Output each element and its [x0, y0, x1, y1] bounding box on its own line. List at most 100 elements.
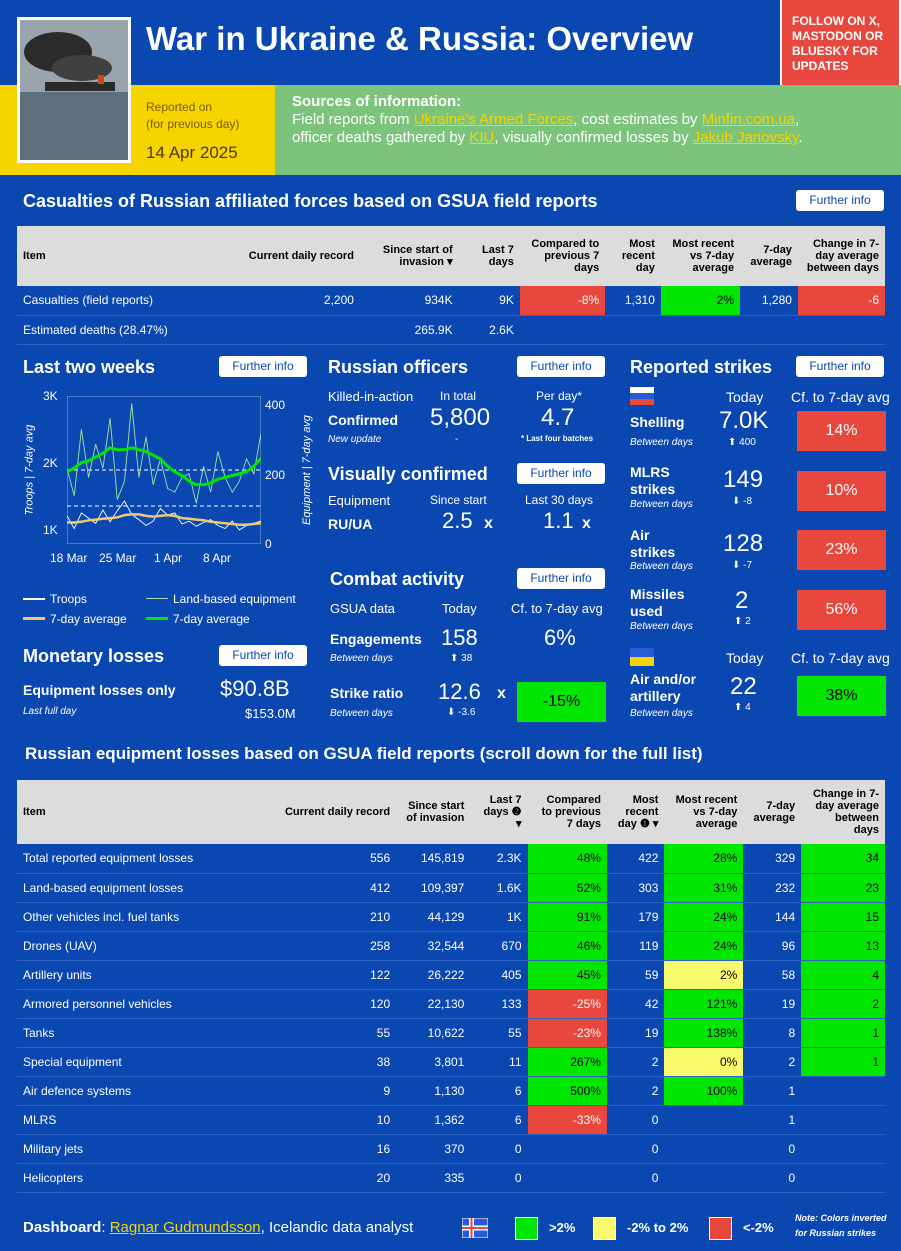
- ytick-2k: 2K: [43, 456, 58, 470]
- col-recent[interactable]: Most recent day ❶ ▾: [606, 780, 665, 844]
- info-icon[interactable]: ❷: [511, 806, 522, 818]
- cell: 2,200: [217, 286, 360, 316]
- cell: [740, 315, 798, 345]
- col-change[interactable]: Change in 7-day average between days: [801, 780, 885, 844]
- xtick-18mar: 18 Mar: [50, 551, 88, 565]
- equipment-table: Item Current daily record Since start of…: [17, 780, 885, 1193]
- col-compared[interactable]: Compared to previous 7 days: [519, 226, 606, 286]
- y2tick-0: 0: [265, 537, 272, 551]
- strike-ratio-between: Between days: [330, 708, 393, 719]
- ua-cf-label: Cf. to 7-day avg: [791, 650, 890, 666]
- col-record[interactable]: Current daily record: [240, 780, 397, 844]
- missiles-between: Between days: [630, 621, 693, 632]
- table-row: Armored personnel vehicles 120 22,130 133 -2…: [17, 989, 885, 1019]
- ukraine-armed-forces-link[interactable]: Ukraine's Armed Forces: [413, 111, 574, 128]
- equipment-header-row: Item Current daily record Since start of…: [17, 780, 885, 844]
- gsua-label: GSUA data: [330, 601, 396, 616]
- minfin-link[interactable]: Minfin.com.ua: [701, 111, 796, 128]
- info-icon[interactable]: ❶: [639, 818, 650, 830]
- follow-box[interactable]: FOLLOW ON X, MASTODON OR BLUESKY FOR UPD…: [780, 0, 901, 92]
- cell: 16: [240, 1134, 397, 1164]
- ua-cf: 38%: [797, 676, 886, 716]
- dashboard-colon: :: [101, 1219, 110, 1236]
- combat-further-info-button[interactable]: Further info: [517, 568, 605, 589]
- sort-icon[interactable]: ▾: [515, 818, 522, 830]
- table-row: Casualties (field reports) 2,200 934K 9K…: [17, 286, 885, 316]
- cell: [801, 1105, 885, 1135]
- kiu-link[interactable]: KIU: [469, 129, 495, 146]
- col-recent-vs[interactable]: Most recent vs 7-day average: [660, 226, 741, 286]
- col-since[interactable]: Since start of invasion ▾: [359, 226, 459, 286]
- cell: 2.6K: [458, 315, 520, 345]
- table-row: Special equipment 38 3,801 11 267% 2 0% 2 1: [17, 1047, 885, 1077]
- sort-icon[interactable]: ▾: [652, 818, 659, 830]
- legend-troops-swatch: [23, 598, 45, 600]
- strikes-further-info-button[interactable]: Further info: [796, 356, 884, 377]
- casualties-table: Item Current daily record Since start of…: [17, 226, 885, 345]
- two-weeks-further-info-button[interactable]: Further info: [219, 356, 307, 377]
- table-row: Helicopters 20 335 0 0 0: [17, 1163, 885, 1193]
- author-link[interactable]: Ragnar Gudmundsson: [109, 1219, 261, 1236]
- col-last7[interactable]: Last 7 days ❷ ▾: [470, 780, 528, 844]
- src6: .: [798, 129, 803, 146]
- cell: 1: [801, 1018, 885, 1048]
- cell: 23: [801, 873, 885, 903]
- col-last7[interactable]: Last 7 days: [458, 226, 520, 286]
- cell: 329: [743, 844, 802, 874]
- janovsky-link[interactable]: Jakub Janovsky: [692, 129, 799, 146]
- col-recent-vs[interactable]: Most recent vs 7-day average: [664, 780, 744, 844]
- air-strikes-cf: 23%: [797, 530, 886, 570]
- cell: 15: [801, 902, 885, 932]
- casualties-header-row: Item Current daily record Since start of…: [17, 226, 885, 286]
- visual-title: Visually confirmed: [328, 464, 488, 484]
- cell: 335: [396, 1163, 471, 1193]
- cell: 133: [470, 989, 528, 1019]
- col-item[interactable]: Item: [17, 226, 218, 286]
- per-day-label: Per day*: [536, 389, 583, 403]
- table-row: Military jets 16 370 0 0 0: [17, 1134, 885, 1164]
- casualties-further-info-button[interactable]: Further info: [796, 190, 884, 211]
- two-weeks-chart: [67, 396, 261, 544]
- shelling-between: Between days: [630, 437, 693, 448]
- monetary-further-info-button[interactable]: Further info: [219, 645, 307, 666]
- cell: 2: [801, 989, 885, 1019]
- col-record[interactable]: Current daily record: [217, 226, 360, 286]
- cell: 58: [743, 960, 802, 990]
- cell: 0%: [664, 1047, 744, 1077]
- col-avg[interactable]: 7-day average: [740, 226, 798, 286]
- equipment-table-body: Total reported equipment losses 556 145,81…: [17, 844, 885, 1193]
- cell: 20: [240, 1163, 397, 1193]
- engagements-between: Between days: [330, 653, 393, 664]
- col-since[interactable]: Since start of invasion: [396, 780, 471, 844]
- cell: 0: [606, 1134, 665, 1164]
- engagements-value: 158: [441, 625, 478, 650]
- cell: Armored personnel vehicles: [17, 989, 241, 1019]
- sort-icon[interactable]: ▾: [447, 256, 453, 268]
- sources-box: Sources of information: Field reports fr…: [275, 85, 901, 175]
- cell: 179: [606, 902, 665, 932]
- col-item[interactable]: Item: [17, 780, 241, 844]
- cell: MLRS: [17, 1105, 241, 1135]
- col-avg[interactable]: 7-day average: [743, 780, 802, 844]
- cell: 42: [606, 989, 665, 1019]
- officers-total: 5,800: [430, 404, 491, 431]
- monetary-title: Monetary losses: [23, 646, 165, 666]
- visual-further-info-button[interactable]: Further info: [517, 463, 605, 484]
- two-weeks-title: Last two weeks: [23, 357, 156, 377]
- cell: [801, 1076, 885, 1106]
- cell: 2: [606, 1076, 665, 1106]
- cell: Special equipment: [17, 1047, 241, 1077]
- cell: 556: [240, 844, 397, 874]
- russia-flag-icon: [630, 387, 654, 405]
- cell: 91%: [527, 902, 607, 932]
- cell: 11: [470, 1047, 528, 1077]
- legend-green-swatch: [515, 1217, 538, 1240]
- col-compared[interactable]: Compared to previous 7 days: [527, 780, 607, 844]
- equipment-label: Equipment: [328, 493, 391, 508]
- col-change[interactable]: Change in 7-day average between days: [797, 226, 885, 286]
- cell: 412: [240, 873, 397, 903]
- officers-further-info-button[interactable]: Further info: [517, 356, 605, 377]
- col-recent[interactable]: Most recent day: [605, 226, 661, 286]
- cell: 10: [240, 1105, 397, 1135]
- cell: [664, 1105, 744, 1135]
